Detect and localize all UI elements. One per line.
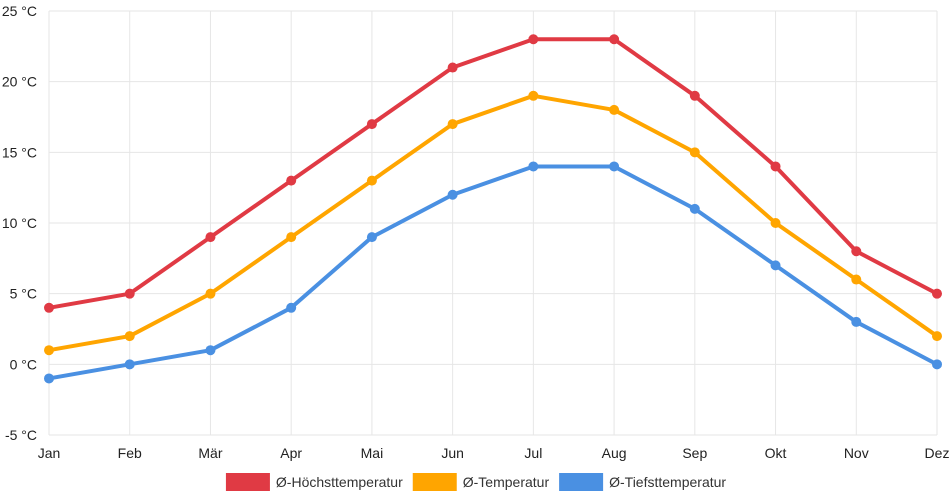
legend-swatch-max <box>225 473 270 491</box>
data-point-min[interactable] <box>609 161 620 172</box>
legend: Ø-Höchsttemperatur Ø-Temperatur Ø-Tiefstte… <box>225 473 726 491</box>
data-point-avg[interactable] <box>528 90 539 101</box>
data-point-avg[interactable] <box>366 175 377 186</box>
series-line-avg <box>47 93 939 353</box>
x-tick-label: Sep <box>682 445 707 461</box>
x-tick-label: Mär <box>198 445 222 461</box>
x-tick-label: Mai <box>361 445 384 461</box>
series-avg <box>44 90 942 356</box>
y-tick-label: 5 °C <box>10 286 37 302</box>
data-point-min[interactable] <box>689 203 700 214</box>
legend-swatch-avg <box>412 473 457 491</box>
data-point-max[interactable] <box>44 302 54 313</box>
data-point-min[interactable] <box>44 373 54 384</box>
legend-label-max: Ø-Höchsttemperatur <box>276 474 403 490</box>
data-point-max[interactable] <box>609 34 620 45</box>
series-layer <box>44 34 942 384</box>
data-point-avg[interactable] <box>124 331 135 342</box>
series-line-max <box>47 37 939 310</box>
y-tick-label: 10 °C <box>2 215 37 231</box>
legend-item-avg[interactable]: Ø-Temperatur <box>412 473 550 491</box>
y-tick-label: 25 °C <box>2 3 37 19</box>
x-tick-label: Feb <box>118 445 142 461</box>
x-tick-label: Jul <box>524 445 542 461</box>
x-tick-label: Apr <box>280 445 302 461</box>
legend-label-min: Ø-Tiefsttemperatur <box>609 474 726 490</box>
data-point-min[interactable] <box>447 189 458 200</box>
data-point-min[interactable] <box>124 359 135 370</box>
data-point-max[interactable] <box>286 175 297 186</box>
data-point-min[interactable] <box>851 316 862 327</box>
data-point-min[interactable] <box>286 302 297 313</box>
data-point-max[interactable] <box>447 62 458 73</box>
data-point-max[interactable] <box>770 161 781 172</box>
y-tick-label: 0 °C <box>10 356 37 372</box>
data-point-min[interactable] <box>205 345 216 356</box>
x-tick-label: Jan <box>38 445 61 461</box>
data-point-avg[interactable] <box>770 218 781 228</box>
grid-layer <box>48 10 938 436</box>
series-min <box>44 161 942 384</box>
data-point-avg[interactable] <box>447 119 458 130</box>
data-point-max[interactable] <box>366 119 377 130</box>
series-line-min <box>47 164 939 381</box>
data-point-avg[interactable] <box>851 274 862 285</box>
data-point-max[interactable] <box>932 288 942 299</box>
data-point-max[interactable] <box>689 90 700 101</box>
data-point-avg[interactable] <box>609 104 620 115</box>
data-point-min[interactable] <box>932 359 942 370</box>
x-tick-label: Jun <box>441 445 464 461</box>
x-tick-label: Nov <box>844 445 869 461</box>
y-tick-label: 15 °C <box>2 144 37 160</box>
y-tick-label: -5 °C <box>5 427 37 443</box>
legend-item-min[interactable]: Ø-Tiefsttemperatur <box>559 473 726 491</box>
data-point-min[interactable] <box>366 232 377 243</box>
data-point-min[interactable] <box>770 260 781 271</box>
data-point-avg[interactable] <box>205 288 216 299</box>
data-point-max[interactable] <box>205 232 216 243</box>
data-point-max[interactable] <box>851 246 862 257</box>
x-tick-label: Aug <box>602 445 627 461</box>
legend-item-max[interactable]: Ø-Höchsttemperatur <box>225 473 403 491</box>
data-point-max[interactable] <box>124 288 135 299</box>
data-point-avg[interactable] <box>689 147 700 158</box>
data-point-min[interactable] <box>528 161 539 172</box>
y-tick-label: 20 °C <box>2 74 37 90</box>
legend-swatch-min <box>559 473 604 491</box>
data-point-avg[interactable] <box>286 232 297 243</box>
x-tick-label: Okt <box>765 445 787 461</box>
series-max <box>44 34 942 313</box>
legend-label-avg: Ø-Temperatur <box>463 474 550 490</box>
x-tick-label: Dez <box>925 445 950 461</box>
data-point-avg[interactable] <box>44 345 54 356</box>
data-point-max[interactable] <box>528 34 539 45</box>
data-point-avg[interactable] <box>932 331 942 342</box>
